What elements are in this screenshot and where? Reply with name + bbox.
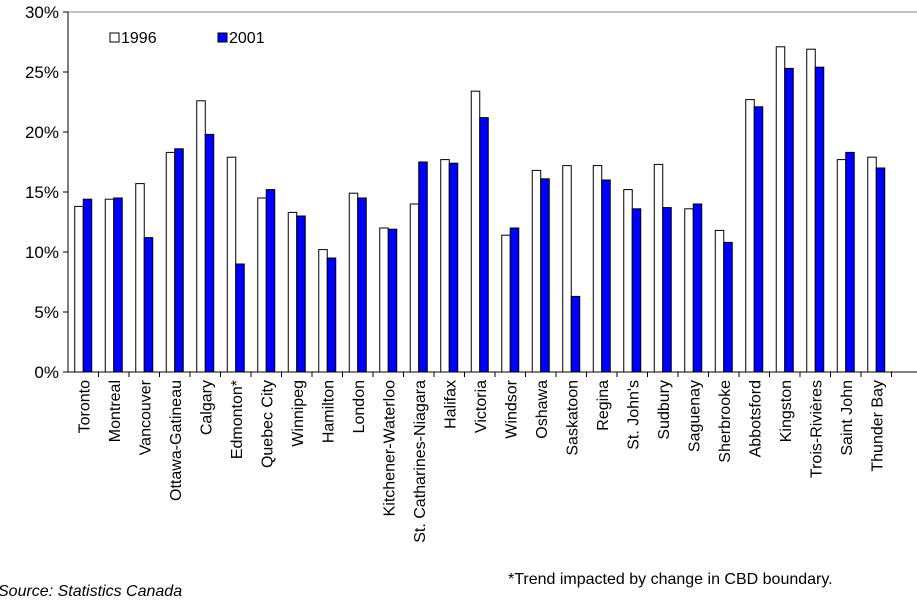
bar-2001	[784, 67, 794, 373]
y-axis-ticks: 0% 5% 10% 15% 20% 25% 30%	[25, 3, 68, 382]
x-category-label: Halifax	[442, 380, 459, 429]
bar-1996	[440, 159, 450, 373]
bar-1996	[836, 159, 847, 373]
x-category-label: Kitchener-Waterloo	[381, 380, 398, 516]
footnote: *Trend impacted by change in CBD boundar…	[508, 571, 833, 588]
bar-2001	[448, 162, 459, 373]
y-tick-label: 25%	[25, 63, 59, 82]
bar-1996	[196, 100, 206, 373]
x-category-label: Calgary	[198, 380, 215, 435]
bar-1996	[562, 165, 572, 373]
x-category-label: Thunder Bay	[869, 380, 886, 472]
bar-2001	[692, 203, 703, 373]
legend: 1996 2001	[109, 30, 265, 47]
bar-2001	[540, 178, 550, 373]
bar-1996	[684, 208, 694, 373]
legend-label-1996: 1996	[121, 30, 157, 47]
x-category-label: Windsor	[503, 379, 520, 438]
x-axis-labels: Toronto Montreal Vancouver Ottawa-Gatineau C…	[76, 379, 886, 542]
bar-1996	[165, 151, 176, 373]
bar-2001	[875, 167, 886, 373]
bars	[74, 46, 892, 377]
x-category-label: Montreal	[107, 380, 124, 442]
bar-1996	[74, 205, 84, 373]
bar-2001	[723, 241, 733, 373]
bar-2001	[509, 227, 520, 373]
bar-2001	[265, 189, 276, 373]
bar-2001	[174, 148, 184, 373]
bar-2001	[357, 197, 367, 373]
bar-2001	[479, 117, 489, 373]
x-category-label: Sudbury	[656, 380, 673, 440]
bar-1996	[470, 90, 481, 373]
bar-1996	[226, 156, 237, 373]
x-category-label: Quebec City	[259, 380, 276, 468]
bar-2001	[753, 106, 764, 373]
x-category-label: Saskatoon	[564, 380, 581, 456]
bar-1996	[714, 229, 725, 373]
bar-2001	[204, 133, 215, 373]
y-tick-label: 30%	[25, 3, 59, 22]
x-category-label: Kingston	[778, 380, 795, 442]
bar-2001	[814, 66, 825, 373]
legend-label-2001: 2001	[229, 30, 265, 47]
bar-2001	[326, 257, 337, 373]
y-tick-label: 0%	[34, 363, 59, 382]
x-category-label: Winnipeg	[290, 380, 307, 447]
x-category-label: Sherbrooke	[717, 380, 734, 463]
bar-1996	[592, 165, 603, 373]
x-category-label: Vancouver	[137, 379, 154, 455]
y-tick-label: 20%	[25, 123, 59, 142]
bar-2001	[82, 198, 93, 373]
x-category-label: St. Catharines-Niagara	[412, 380, 429, 543]
bar-1996	[257, 197, 267, 373]
x-category-label: Oshawa	[534, 380, 551, 439]
x-category-label: Ottawa-Gatineau	[168, 380, 185, 501]
legend-swatch-2001	[217, 32, 228, 43]
bar-2001	[113, 197, 123, 373]
bar-1996	[623, 189, 633, 373]
bar-2001	[631, 208, 642, 373]
bar-1996	[501, 234, 511, 373]
bar-1996	[287, 211, 298, 373]
bar-2001	[601, 179, 611, 373]
source-note: Source: Statistics Canada	[0, 583, 183, 600]
bar-1996	[348, 192, 359, 373]
x-category-label: Hamilton	[320, 380, 337, 443]
bar-1996	[775, 46, 786, 373]
bar-2001	[845, 151, 855, 373]
bar-1996	[318, 249, 328, 373]
bar-1996	[135, 183, 145, 373]
bar-2001	[235, 263, 245, 373]
bar-1996	[806, 48, 816, 373]
x-category-label: London	[351, 380, 368, 433]
bar-2001	[143, 237, 154, 373]
bar-1996	[104, 198, 115, 373]
x-category-label: Toronto	[76, 380, 93, 433]
x-category-label: Victoria	[473, 380, 490, 433]
bar-2001	[296, 215, 306, 373]
bar-1996	[531, 169, 542, 373]
bar-1996	[653, 163, 664, 373]
x-category-label: Trois-Rivières	[808, 380, 825, 478]
x-category-label: Saint John	[839, 380, 856, 456]
y-tick-label: 10%	[25, 243, 59, 262]
bar-1996	[409, 203, 420, 373]
bar-2001	[570, 295, 581, 373]
bar-2001	[662, 207, 672, 373]
x-category-label: Abbotsford	[747, 380, 764, 457]
y-tick-label: 15%	[25, 183, 59, 202]
legend-swatch-1996	[109, 32, 120, 43]
x-category-label: St. John's	[625, 380, 642, 450]
bar-1996	[867, 156, 877, 373]
x-category-label: Saguenay	[686, 380, 703, 452]
bar-2001	[418, 161, 428, 373]
bar-2001	[387, 228, 398, 373]
x-category-label: Regina	[595, 380, 612, 431]
bar-1996	[745, 99, 755, 373]
bar-1996	[379, 227, 389, 373]
x-category-label: Edmonton*	[229, 380, 246, 459]
y-tick-label: 5%	[34, 303, 59, 322]
